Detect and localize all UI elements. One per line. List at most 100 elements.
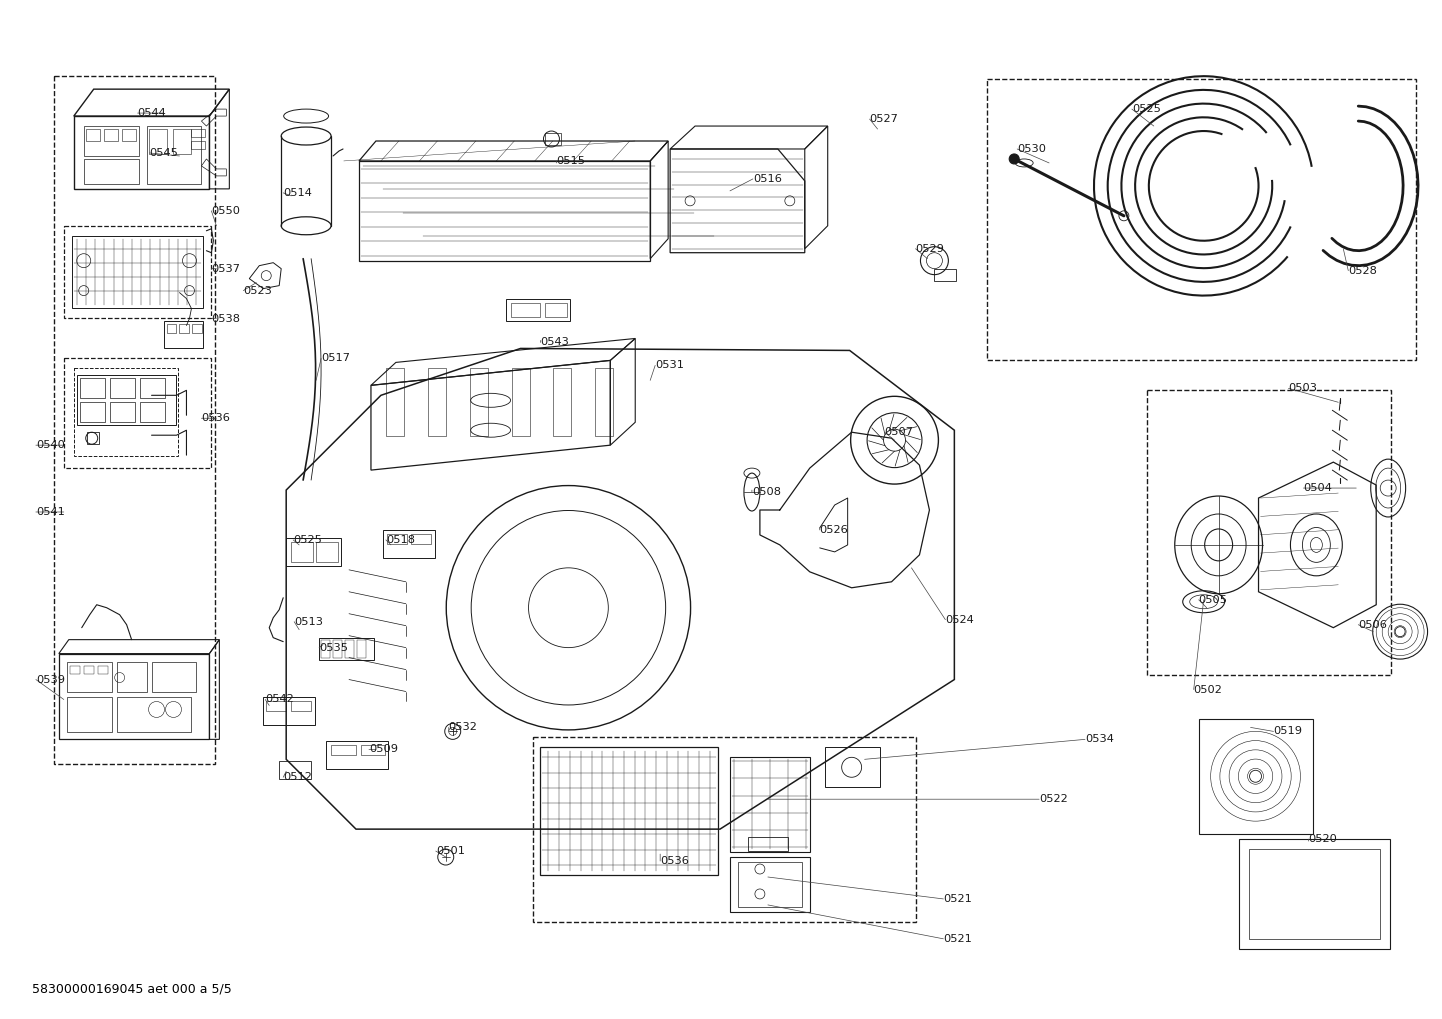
Text: 0524: 0524 — [946, 614, 975, 625]
Text: 0526: 0526 — [819, 525, 848, 535]
Bar — [110, 378, 134, 398]
Text: 0521: 0521 — [943, 933, 972, 944]
Text: 0529: 0529 — [916, 244, 945, 254]
Bar — [192, 323, 202, 333]
Bar — [72, 235, 203, 308]
Bar — [825, 747, 880, 788]
Bar — [532, 738, 917, 922]
Text: 0536: 0536 — [202, 414, 231, 423]
Text: 0540: 0540 — [36, 440, 65, 450]
Text: 0520: 0520 — [1308, 835, 1337, 844]
Bar — [316, 542, 337, 561]
Text: 0509: 0509 — [369, 744, 398, 754]
Bar — [264, 697, 316, 726]
Text: 0518: 0518 — [386, 535, 415, 545]
Bar — [85, 129, 99, 141]
Bar — [291, 701, 311, 711]
Text: 0538: 0538 — [212, 314, 241, 323]
Text: 0527: 0527 — [870, 114, 898, 124]
Bar — [110, 403, 134, 422]
Bar — [179, 323, 189, 333]
Bar — [1198, 719, 1314, 835]
Bar — [98, 665, 108, 674]
Text: 0545: 0545 — [150, 148, 179, 158]
Text: 0542: 0542 — [265, 695, 294, 704]
Text: 0505: 0505 — [1198, 595, 1227, 604]
Bar — [596, 369, 613, 436]
Bar — [267, 701, 286, 711]
Bar — [149, 129, 166, 154]
Bar — [140, 403, 164, 422]
Bar — [386, 369, 404, 436]
Bar — [286, 538, 342, 566]
Bar — [192, 141, 205, 149]
Bar — [738, 862, 802, 907]
Bar — [74, 369, 179, 457]
Bar — [332, 745, 356, 755]
Text: 0534: 0534 — [1084, 735, 1113, 744]
Bar — [79, 403, 105, 422]
Bar — [84, 126, 138, 156]
Bar — [63, 359, 212, 468]
Bar — [63, 226, 212, 318]
Text: 0514: 0514 — [283, 187, 311, 198]
Text: 0530: 0530 — [1017, 144, 1047, 154]
Text: 0503: 0503 — [1289, 383, 1318, 393]
Bar — [326, 742, 388, 769]
Text: 0519: 0519 — [1273, 727, 1302, 737]
Bar — [76, 375, 176, 425]
Text: 0536: 0536 — [660, 856, 689, 866]
Text: 0516: 0516 — [753, 174, 782, 183]
Text: 0504: 0504 — [1304, 483, 1332, 493]
Text: 0528: 0528 — [1348, 266, 1377, 276]
Bar — [79, 378, 105, 398]
Bar — [512, 369, 529, 436]
Bar — [506, 299, 571, 321]
Bar — [84, 159, 138, 183]
Bar — [117, 697, 192, 733]
Bar — [730, 857, 810, 912]
Bar — [192, 129, 205, 137]
Bar — [730, 757, 810, 852]
Bar — [386, 534, 407, 544]
Text: 0539: 0539 — [36, 675, 65, 685]
Bar — [541, 747, 718, 875]
Bar — [333, 640, 342, 657]
Bar — [360, 745, 385, 755]
Bar — [358, 640, 366, 657]
Text: 0525: 0525 — [1132, 104, 1161, 114]
Text: 0512: 0512 — [283, 772, 311, 783]
Bar — [84, 665, 94, 674]
Bar — [1146, 390, 1392, 675]
Bar — [411, 534, 431, 544]
Bar — [147, 126, 202, 183]
Text: 0535: 0535 — [319, 643, 348, 652]
Bar — [322, 640, 330, 657]
Bar — [117, 661, 147, 692]
Bar — [934, 269, 956, 280]
Text: 0541: 0541 — [36, 507, 65, 517]
Bar — [280, 761, 311, 780]
Text: 0521: 0521 — [943, 894, 972, 904]
Bar — [121, 129, 136, 141]
Text: 0501: 0501 — [435, 846, 464, 856]
Bar — [163, 321, 203, 348]
Bar — [384, 530, 435, 557]
Bar — [140, 378, 164, 398]
Bar — [151, 661, 196, 692]
Bar — [66, 661, 111, 692]
Bar — [87, 432, 98, 444]
Bar — [748, 837, 787, 851]
Bar — [1239, 839, 1390, 949]
Circle shape — [1009, 154, 1019, 164]
Text: 0507: 0507 — [884, 427, 914, 437]
Text: 0550: 0550 — [212, 206, 241, 216]
Bar — [510, 303, 541, 317]
Text: 0525: 0525 — [293, 535, 322, 545]
Bar — [166, 323, 176, 333]
Text: 0508: 0508 — [751, 487, 782, 497]
Bar — [545, 303, 567, 317]
Text: 0513: 0513 — [294, 616, 323, 627]
Bar — [291, 542, 313, 561]
Bar — [554, 369, 571, 436]
